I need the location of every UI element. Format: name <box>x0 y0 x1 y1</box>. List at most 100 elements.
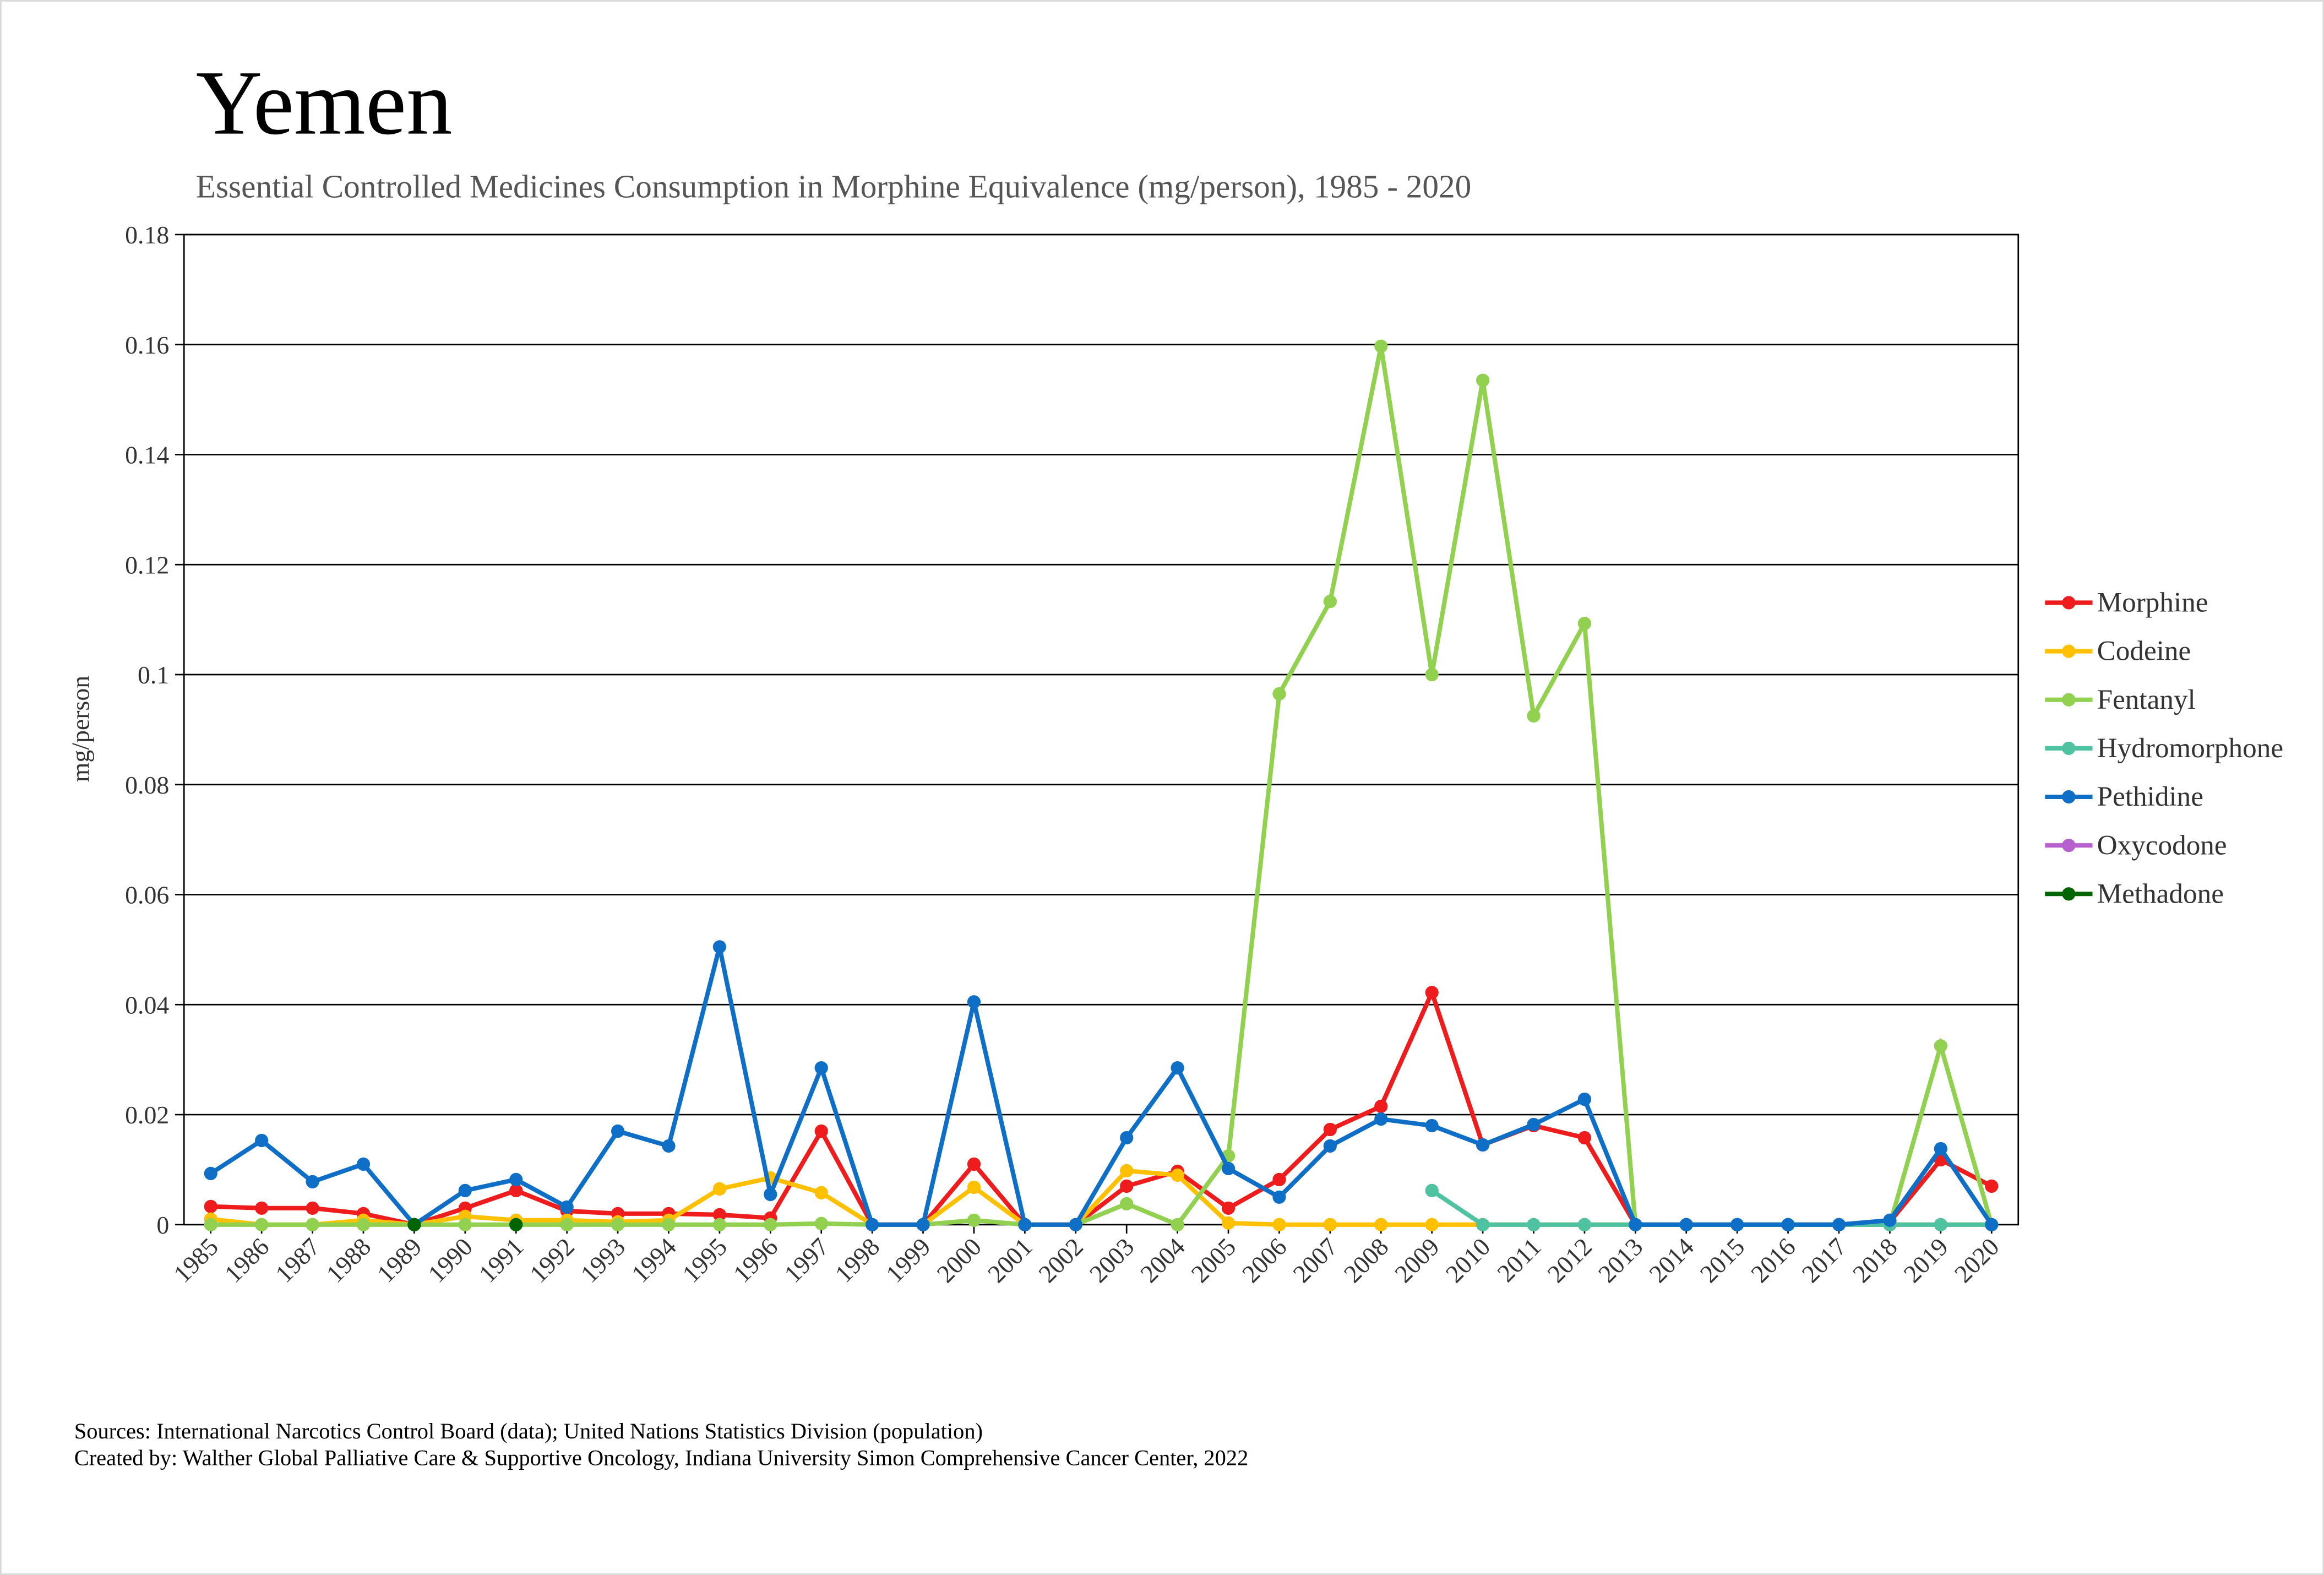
chart-subtitle: Essential Controlled Medicines Consumpti… <box>196 169 1472 205</box>
data-point <box>1171 1218 1184 1231</box>
y-tick-label: 0 <box>156 1211 169 1239</box>
y-tick-label: 0.04 <box>125 991 169 1019</box>
legend-marker <box>2062 693 2076 707</box>
data-point <box>611 1124 625 1138</box>
data-point <box>916 1218 930 1231</box>
data-point <box>1221 1216 1236 1230</box>
data-point <box>712 1218 727 1231</box>
data-point <box>1221 1201 1236 1215</box>
data-point <box>204 1199 217 1213</box>
data-point <box>1323 1139 1337 1153</box>
data-point <box>509 1183 523 1197</box>
data-point <box>255 1218 269 1231</box>
data-point <box>662 1218 676 1231</box>
legend-marker <box>2062 596 2076 610</box>
data-point <box>712 1182 727 1196</box>
data-point <box>1985 1218 1999 1231</box>
data-point <box>764 1218 777 1231</box>
data-point <box>662 1139 676 1153</box>
data-point <box>1985 1179 1999 1193</box>
legend-marker <box>2062 741 2076 755</box>
data-point <box>865 1218 879 1231</box>
legend-marker <box>2062 838 2076 852</box>
data-point <box>1934 1218 1947 1231</box>
data-point <box>1527 709 1541 723</box>
data-point <box>1577 616 1592 631</box>
data-point <box>1577 1131 1592 1145</box>
data-point <box>814 1186 828 1199</box>
data-point <box>255 1133 269 1148</box>
data-point <box>1120 1131 1134 1145</box>
data-point <box>407 1218 421 1231</box>
data-point <box>306 1201 319 1215</box>
legend-label: Morphine <box>2097 587 2208 618</box>
legend-marker <box>2062 644 2076 658</box>
data-point <box>1120 1164 1134 1178</box>
data-point <box>458 1183 472 1197</box>
chart-title: Yemen <box>196 52 453 154</box>
data-point <box>712 940 727 954</box>
data-point <box>1730 1218 1744 1231</box>
data-point <box>356 1157 371 1171</box>
data-point <box>814 1216 828 1230</box>
data-point <box>967 1213 981 1227</box>
legend-label: Methadone <box>2097 878 2224 909</box>
y-tick-label: 0.02 <box>125 1101 169 1129</box>
data-point <box>1323 1122 1337 1137</box>
y-tick-label: 0.14 <box>125 441 169 469</box>
y-tick-label: 0.16 <box>125 331 169 359</box>
y-tick-label: 0.12 <box>125 551 169 579</box>
data-point <box>1527 1218 1541 1231</box>
data-point <box>560 1218 574 1231</box>
data-point <box>1425 1183 1439 1197</box>
data-point <box>967 995 981 1009</box>
legend-marker <box>2062 887 2076 901</box>
data-point <box>1679 1218 1693 1231</box>
data-point <box>306 1175 319 1189</box>
y-tick-label: 0.1 <box>138 661 169 689</box>
data-point <box>1425 1218 1439 1231</box>
footnote: Created by: Walther Global Palliative Ca… <box>74 1445 1249 1470</box>
data-point <box>1832 1218 1846 1231</box>
legend-marker <box>2062 790 2076 804</box>
data-point <box>1272 687 1286 701</box>
data-point <box>1272 1218 1286 1231</box>
data-point <box>560 1200 574 1214</box>
data-point <box>1425 1118 1439 1133</box>
data-point <box>1120 1179 1134 1193</box>
data-point <box>1171 1061 1184 1075</box>
data-point <box>1272 1172 1286 1187</box>
data-point <box>255 1201 269 1215</box>
data-point <box>712 1208 727 1221</box>
data-point <box>814 1124 828 1138</box>
legend-label: Hydromorphone <box>2097 732 2283 764</box>
data-point <box>764 1187 777 1201</box>
data-point <box>509 1218 523 1231</box>
data-point <box>1069 1218 1082 1231</box>
data-point <box>1934 1142 1947 1156</box>
data-point <box>1374 1218 1388 1231</box>
data-point <box>814 1061 828 1075</box>
legend-label: Pethidine <box>2097 781 2203 812</box>
data-point <box>1781 1218 1795 1231</box>
data-point <box>1323 595 1337 609</box>
data-point <box>458 1218 472 1231</box>
data-point <box>1425 667 1439 682</box>
data-point <box>1476 1138 1490 1152</box>
series-line <box>209 946 1994 1228</box>
data-point <box>204 1218 217 1231</box>
data-point <box>509 1172 523 1187</box>
data-point <box>1425 986 1439 1000</box>
data-point <box>1374 1099 1388 1114</box>
legend-label: Oxycodone <box>2097 829 2227 861</box>
data-point <box>1323 1218 1337 1231</box>
data-point <box>1272 1190 1286 1204</box>
data-point <box>1527 1117 1541 1132</box>
data-point <box>1171 1168 1184 1182</box>
legend-label: Codeine <box>2097 636 2191 667</box>
y-tick-label: 0.06 <box>125 881 169 909</box>
y-tick-label: 0.08 <box>125 771 169 799</box>
data-point <box>1374 1112 1388 1126</box>
legend-label: Fentanyl <box>2097 684 2196 715</box>
